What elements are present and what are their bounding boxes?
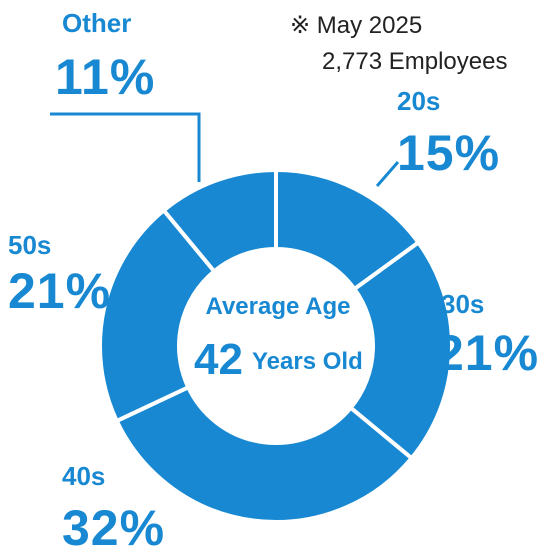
label-50s-percent: 21% xyxy=(8,263,112,319)
center-average-age-unit: Years Old xyxy=(252,348,363,375)
label-20s-category: 20s xyxy=(397,86,441,116)
note-employees: 2,773 Employees xyxy=(322,48,508,75)
label-20s-percent: 15% xyxy=(397,125,501,181)
slice-50s xyxy=(98,208,217,423)
label-40s-percent: 32% xyxy=(62,500,166,556)
note-date: ※ May 2025 xyxy=(290,12,423,39)
center-average-age-value: 42 xyxy=(194,335,243,384)
slice-other xyxy=(161,168,278,274)
20s-leader-line xyxy=(375,161,400,187)
donut-slices xyxy=(98,168,454,524)
label-other-category: Other xyxy=(62,8,132,38)
center-average-age-title: Average Age xyxy=(205,293,351,320)
slice-30s xyxy=(348,240,454,461)
label-30s-category: 30s xyxy=(441,289,485,319)
label-40s-category: 40s xyxy=(62,461,106,491)
label-30s-percent: 21% xyxy=(436,325,540,381)
other-leader-line xyxy=(50,112,201,182)
slice-40s xyxy=(114,385,414,524)
label-50s-category: 50s xyxy=(8,230,52,260)
label-other-percent: 11% xyxy=(55,49,156,105)
